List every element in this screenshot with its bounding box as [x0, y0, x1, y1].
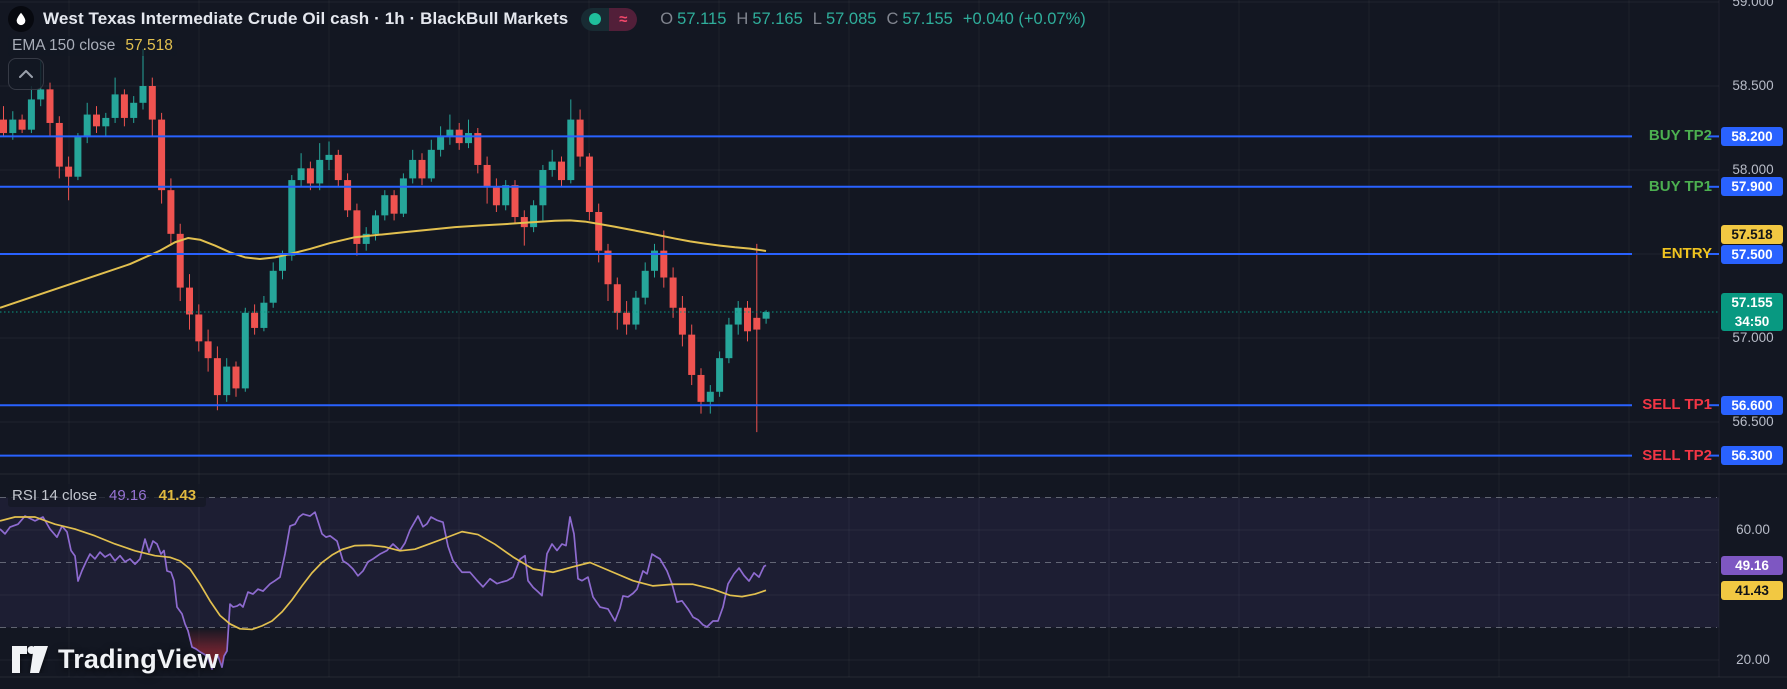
ema-legend: EMA 150 close 57.518 — [8, 36, 177, 56]
rsi-legend-label: RSI 14 close — [12, 487, 98, 504]
indicator-chips[interactable]: ≈ — [581, 7, 638, 31]
bar-countdown: 34:50 — [1734, 313, 1770, 329]
tradingview-logo-text: TradingView — [58, 644, 219, 674]
time-axis[interactable] — [0, 677, 1787, 689]
oil-drop-icon — [8, 6, 34, 32]
chevron-up-icon — [19, 70, 33, 78]
badge-sell-tp2-price: 56.300 — [1721, 446, 1783, 466]
close-label: C — [886, 9, 899, 28]
tradingview-logo[interactable]: TradingView — [12, 644, 219, 675]
badge-buy-tp1-price: 57.900 — [1721, 177, 1783, 197]
rsi-legend: RSI 14 close 49.16 41.43 — [8, 484, 207, 507]
open-label: O — [660, 9, 674, 28]
badge-last-price: 57.155 34:50 — [1721, 292, 1783, 331]
price-axis-label: 59.000 — [1732, 0, 1774, 9]
level-label-sell-tp1[interactable]: SELL TP1 — [1642, 396, 1712, 414]
badge-rsi-ma-value: 41.43 — [1721, 580, 1783, 600]
price-axis-label: 57.000 — [1732, 330, 1774, 345]
high-label: H — [736, 9, 749, 28]
ema-legend-label: EMA 150 close — [12, 37, 116, 54]
rsi-axis-label: 20.00 — [1736, 652, 1770, 667]
dot-icon[interactable] — [581, 7, 610, 31]
change-value: +0.040 (+0.07%) — [962, 9, 1086, 28]
badge-buy-tp2-price: 58.200 — [1721, 126, 1783, 146]
rsi-axis-label: 60.00 — [1736, 522, 1770, 537]
price-axis-label: 56.500 — [1732, 414, 1774, 429]
price-axis-label: 58.000 — [1732, 162, 1774, 177]
tradingview-logo-icon — [12, 646, 48, 673]
ohlc-readout: O 57.115 H 57.165 L 57.085 C 57.155 +0.040 (… — [654, 10, 1085, 29]
level-label-entry[interactable]: ENTRY — [1661, 245, 1712, 262]
badge-entry-price: 57.500 — [1721, 244, 1783, 264]
low-value: 57.085 — [825, 9, 877, 28]
level-label-buy-tp1[interactable]: BUY TP1 — [1648, 177, 1712, 195]
badge-rsi-value: 49.16 — [1721, 555, 1783, 575]
rsi-legend-value: 49.16 — [109, 487, 147, 504]
level-label-sell-tp2[interactable]: SELL TP2 — [1642, 446, 1712, 464]
level-label-buy-tp2[interactable]: BUY TP2 — [1648, 127, 1712, 145]
collapse-pane-button[interactable] — [8, 58, 44, 90]
low-label: L — [812, 9, 822, 28]
symbol-title[interactable]: West Texas Intermediate Crude Oil cash ·… — [43, 9, 569, 28]
approx-icon[interactable]: ≈ — [609, 7, 638, 31]
high-value: 57.165 — [752, 9, 803, 28]
symbol-legend: West Texas Intermediate Crude Oil cash ·… — [8, 5, 1086, 33]
price-axis-label: 58.500 — [1732, 78, 1774, 93]
rsi-ma-legend-value: 41.43 — [158, 487, 197, 504]
last-price-value: 57.155 — [1731, 294, 1773, 310]
open-value: 57.115 — [677, 9, 727, 28]
close-value: 57.155 — [902, 9, 953, 28]
badge-sell-tp1-price: 56.600 — [1721, 395, 1783, 415]
ema-legend-value: 57.518 — [125, 37, 173, 54]
badge-ema-value: 57.518 — [1721, 224, 1783, 244]
